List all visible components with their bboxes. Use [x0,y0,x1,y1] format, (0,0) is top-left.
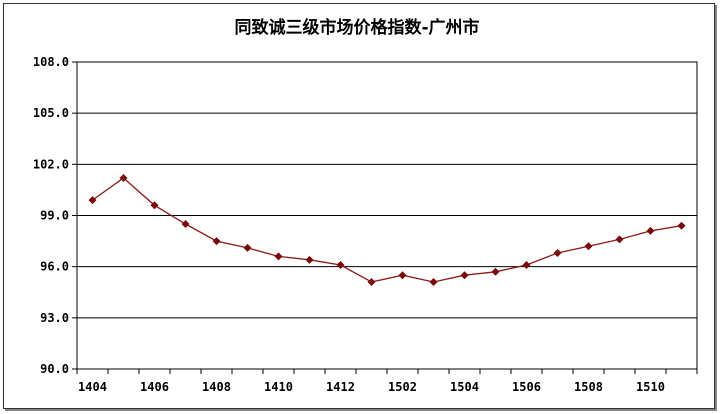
data-point [677,221,686,230]
y-tick-label: 102.0 [33,157,69,171]
x-tick-label: 1510 [636,380,665,394]
x-tick-label: 1508 [574,380,603,394]
x-axis-ticks: 1404 1406 1408 1410 1412 1502 1504 1506 1508 1510 [76,369,698,394]
data-point [429,278,438,287]
data-point [88,196,97,205]
data-point [584,242,593,251]
x-tick-label: 1502 [388,380,417,394]
data-point [522,260,531,269]
data-point [243,243,252,252]
grid-lines [77,112,697,319]
data-point [305,255,314,264]
chart-frame [3,3,715,409]
data-point [119,173,128,182]
y-tick-label: 108.0 [33,55,69,69]
x-tick-label: 1404 [78,380,107,394]
data-point [181,220,190,229]
series-line [92,177,682,283]
x-tick-label: 1406 [140,380,169,394]
data-point [336,260,345,269]
chart-title: 同致诚三级市场价格指数-广州市 [234,17,479,38]
y-axis-ticks: 108.0 105.0 102.0 99.0 96.0 93.0 90.0 [33,55,77,376]
x-tick-label: 1408 [202,380,231,394]
data-point [646,226,655,235]
x-tick-label: 1506 [512,380,541,394]
y-tick-label: 99.0 [40,209,69,223]
data-point [150,201,159,210]
data-point [460,271,469,280]
series-line-path [92,177,682,283]
x-tick-label: 1410 [264,380,293,394]
y-tick-label: 96.0 [40,260,69,274]
y-tick-label: 90.0 [40,362,69,376]
y-tick-label: 93.0 [40,311,69,325]
data-point [491,267,500,276]
data-point [367,278,376,287]
y-tick-label: 105.0 [33,106,69,120]
data-point [274,252,283,261]
data-point [553,249,562,258]
data-point [398,271,407,280]
x-tick-label: 1504 [450,380,479,394]
data-point [212,237,221,246]
x-tick-label: 1412 [326,380,355,394]
data-point [615,235,624,244]
data-markers [88,173,686,287]
